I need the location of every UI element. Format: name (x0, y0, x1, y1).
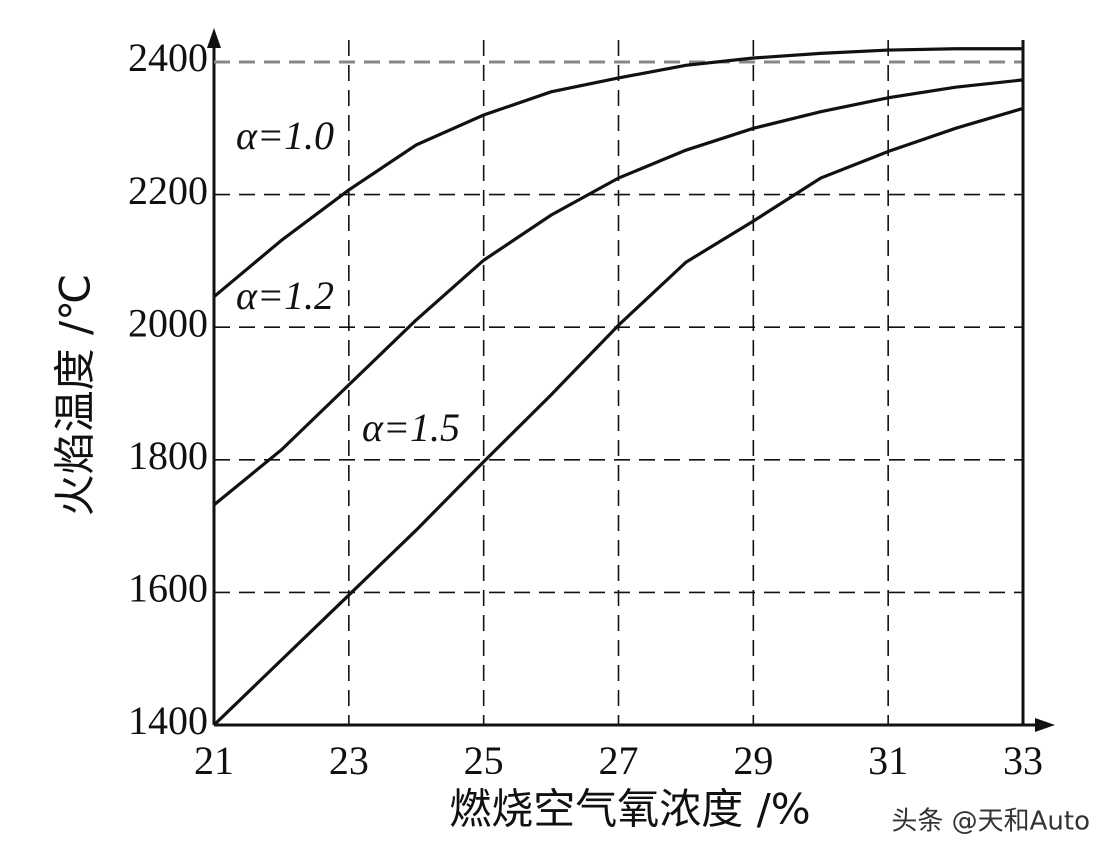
x-tick-label: 25 (464, 738, 504, 783)
series-line (212, 106, 1024, 727)
x-tick-label: 27 (599, 738, 639, 783)
y-tick-label: 1800 (128, 433, 208, 478)
x-tick-label: 21 (194, 738, 234, 783)
y-tick-label: 2200 (128, 168, 208, 213)
x-tick-label: 29 (733, 738, 773, 783)
series-line (212, 78, 1024, 507)
series-label: α=1.5 (362, 405, 460, 450)
y-tick-label: 2400 (128, 35, 208, 80)
x-tick-label: 33 (1003, 738, 1043, 783)
x-axis-arrow (1035, 718, 1055, 732)
series-label: α=1.2 (236, 273, 334, 318)
series-label: α=1.0 (236, 113, 334, 158)
watermark: 头条 @天和Auto (891, 807, 1090, 837)
y-axis-title: 火焰温度 /℃ (51, 274, 100, 517)
x-tick-label: 23 (329, 738, 369, 783)
y-tick-label: 2000 (128, 300, 208, 345)
y-axis-arrow (207, 28, 221, 48)
y-tick-label: 1600 (128, 566, 208, 611)
x-axis-title: 燃烧空气氧浓度 /% (449, 785, 810, 834)
series-line (212, 47, 1023, 298)
y-tick-label: 1400 (128, 698, 208, 743)
x-tick-label: 31 (868, 738, 908, 783)
